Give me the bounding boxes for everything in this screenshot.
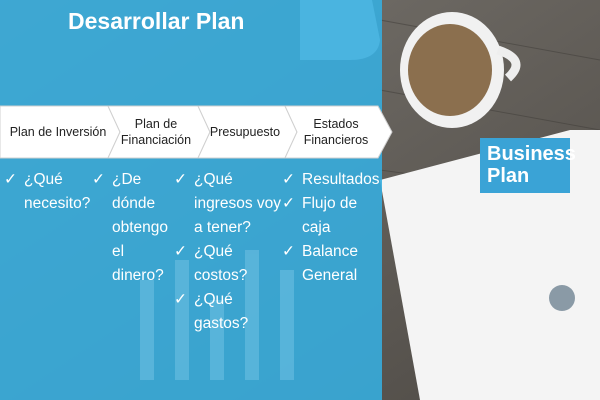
step-item: Flujo de caja xyxy=(282,192,382,240)
step-items: ¿De dónde obtengo el dinero? xyxy=(92,168,174,288)
step-item: ¿Qué ingresos voy a tener? xyxy=(174,168,284,240)
step-label: Estados Financieros xyxy=(303,117,369,147)
step-items: ¿Qué ingresos voy a tener?¿Qué costos?¿Q… xyxy=(174,168,284,336)
paper xyxy=(380,130,600,400)
coffee xyxy=(408,24,492,116)
step-label: Plan de Financiación xyxy=(120,117,192,147)
step-label: Presupuesto xyxy=(209,125,281,139)
photo-text-line: Business xyxy=(487,143,576,165)
step-items: ResultadosFlujo de cajaBalance General xyxy=(282,168,382,288)
step-item: ¿Qué gastos? xyxy=(174,288,284,336)
step-item: ¿Qué necesito? xyxy=(4,168,92,216)
step-label: Plan de Inversión xyxy=(9,125,107,139)
cup-handle xyxy=(496,45,521,82)
paper-title-box xyxy=(480,138,570,193)
avatar xyxy=(549,285,575,311)
step-item: Resultados xyxy=(282,168,382,192)
step-item: ¿De dónde obtengo el dinero? xyxy=(92,168,174,288)
chevrons xyxy=(0,105,393,159)
step-item: ¿Qué costos? xyxy=(174,240,284,288)
photo-text-line: Plan xyxy=(487,165,530,187)
photo-text: Business Plan xyxy=(487,143,576,187)
chevron xyxy=(284,105,393,159)
step-item: Balance General xyxy=(282,240,382,288)
slide-title: Desarrollar Plan xyxy=(68,8,245,34)
step-items: ¿Qué necesito? xyxy=(4,168,92,216)
